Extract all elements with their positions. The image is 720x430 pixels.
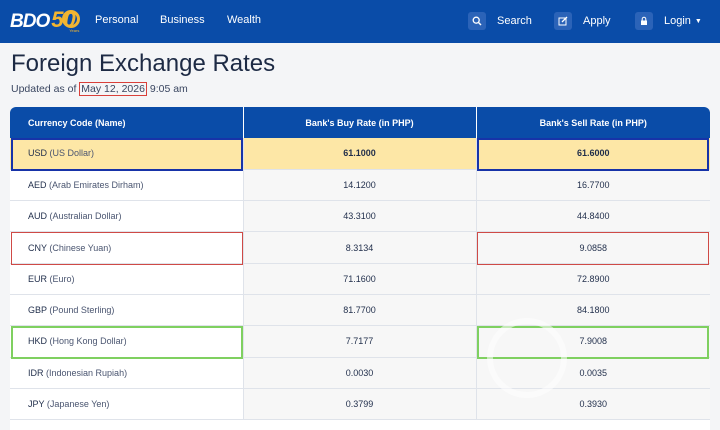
updated-prefix: Updated as of	[11, 83, 80, 95]
buy-rate-cell: 7.7177	[243, 325, 477, 358]
rates-table-container: Currency Code (Name) Bank's Buy Rate (in…	[10, 107, 710, 430]
currency-cell: CNY (Chinese Yuan)	[10, 231, 244, 264]
apply-button[interactable]: Apply	[554, 11, 611, 31]
edit-icon	[554, 12, 572, 30]
currency-cell: USD (US Dollar)	[10, 138, 244, 170]
sell-rate-cell: 16.7700	[476, 169, 710, 202]
sell-rate-cell: 44.8400	[476, 200, 710, 233]
currency-cell: AED (Arab Emirates Dirham)	[10, 169, 244, 202]
table-row-usd: USD (US Dollar) 61.1000 61.6000	[10, 138, 710, 170]
table-row-hkd: HKD (Hong Kong Dollar) 7.7177 7.9008	[10, 325, 710, 358]
sell-rate-cell: 61.6000	[476, 138, 710, 170]
table-row-aed: AED (Arab Emirates Dirham) 14.1200 16.77…	[10, 169, 710, 202]
updated-timestamp: Updated as of May 12, 2026 9:05 am	[11, 82, 188, 96]
search-icon	[468, 12, 486, 30]
table-row-aud: AUD (Australian Dollar) 43.3100 44.8400	[10, 200, 710, 233]
top-nav-bar: BDO 50 Years Personal Business Wealth Se…	[0, 0, 720, 43]
watermark-logo	[487, 318, 567, 398]
header-currency-code: Currency Code (Name)	[10, 107, 244, 138]
table-row-cny: CNY (Chinese Yuan) 8.3134 9.0858	[10, 231, 710, 264]
sell-rate-cell: 72.8900	[476, 263, 710, 295]
sell-rate-cell: 0.3930	[476, 388, 710, 421]
anniversary-badge: 50 Years	[51, 7, 81, 33]
buy-rate-cell: 8.3134	[243, 231, 477, 264]
updated-date: May 12, 2026	[79, 82, 147, 96]
buy-rate-cell: 43.3100	[243, 200, 477, 233]
header-buy-rate: Bank's Buy Rate (in PHP)	[243, 107, 477, 138]
buy-rate-cell: 81.7700	[243, 294, 477, 327]
search-label: Search	[497, 15, 532, 27]
buy-rate-cell: 0.0030	[243, 357, 477, 389]
table-header-row: Currency Code (Name) Bank's Buy Rate (in…	[10, 107, 710, 138]
table-row-idr: IDR (Indonesian Rupiah) 0.0030 0.0035	[10, 357, 710, 389]
table-row-eur: EUR (Euro) 71.1600 72.8900	[10, 263, 710, 295]
currency-cell: GBP (Pound Sterling)	[10, 294, 244, 327]
currency-cell: HKD (Hong Kong Dollar)	[10, 325, 244, 358]
currency-cell: AUD (Australian Dollar)	[10, 200, 244, 233]
header-sell-rate: Bank's Sell Rate (in PHP)	[476, 107, 710, 138]
rates-table: Currency Code (Name) Bank's Buy Rate (in…	[10, 107, 710, 421]
table-row-jpy: JPY (Japanese Yen) 0.3799 0.3930	[10, 388, 710, 421]
currency-cell: JPY (Japanese Yen)	[10, 388, 244, 421]
buy-rate-cell: 0.3799	[243, 388, 477, 421]
buy-rate-cell: 14.1200	[243, 169, 477, 202]
search-button[interactable]: Search	[468, 11, 532, 31]
bdo-logo[interactable]: BDO 50 Years	[10, 7, 81, 36]
currency-cell: IDR (Indonesian Rupiah)	[10, 357, 244, 389]
nav-link-personal[interactable]: Personal	[95, 14, 139, 26]
login-label: Login	[664, 15, 691, 27]
apply-label: Apply	[583, 15, 611, 27]
nav-link-business[interactable]: Business	[160, 14, 205, 26]
buy-rate-cell: 71.1600	[243, 263, 477, 295]
nav-link-wealth[interactable]: Wealth	[227, 14, 262, 26]
table-row-gbp: GBP (Pound Sterling) 81.7700 84.1800	[10, 294, 710, 327]
brand-name: BDO	[10, 11, 50, 32]
currency-cell: EUR (Euro)	[10, 263, 244, 295]
page-title: Foreign Exchange Rates	[11, 50, 276, 77]
buy-rate-cell: 61.1000	[243, 138, 477, 170]
lock-icon	[635, 12, 653, 30]
login-button[interactable]: Login ▼	[635, 11, 702, 31]
sell-rate-cell: 9.0858	[476, 231, 710, 264]
updated-time: 9:05 am	[146, 83, 188, 95]
caret-down-icon: ▼	[694, 17, 702, 25]
